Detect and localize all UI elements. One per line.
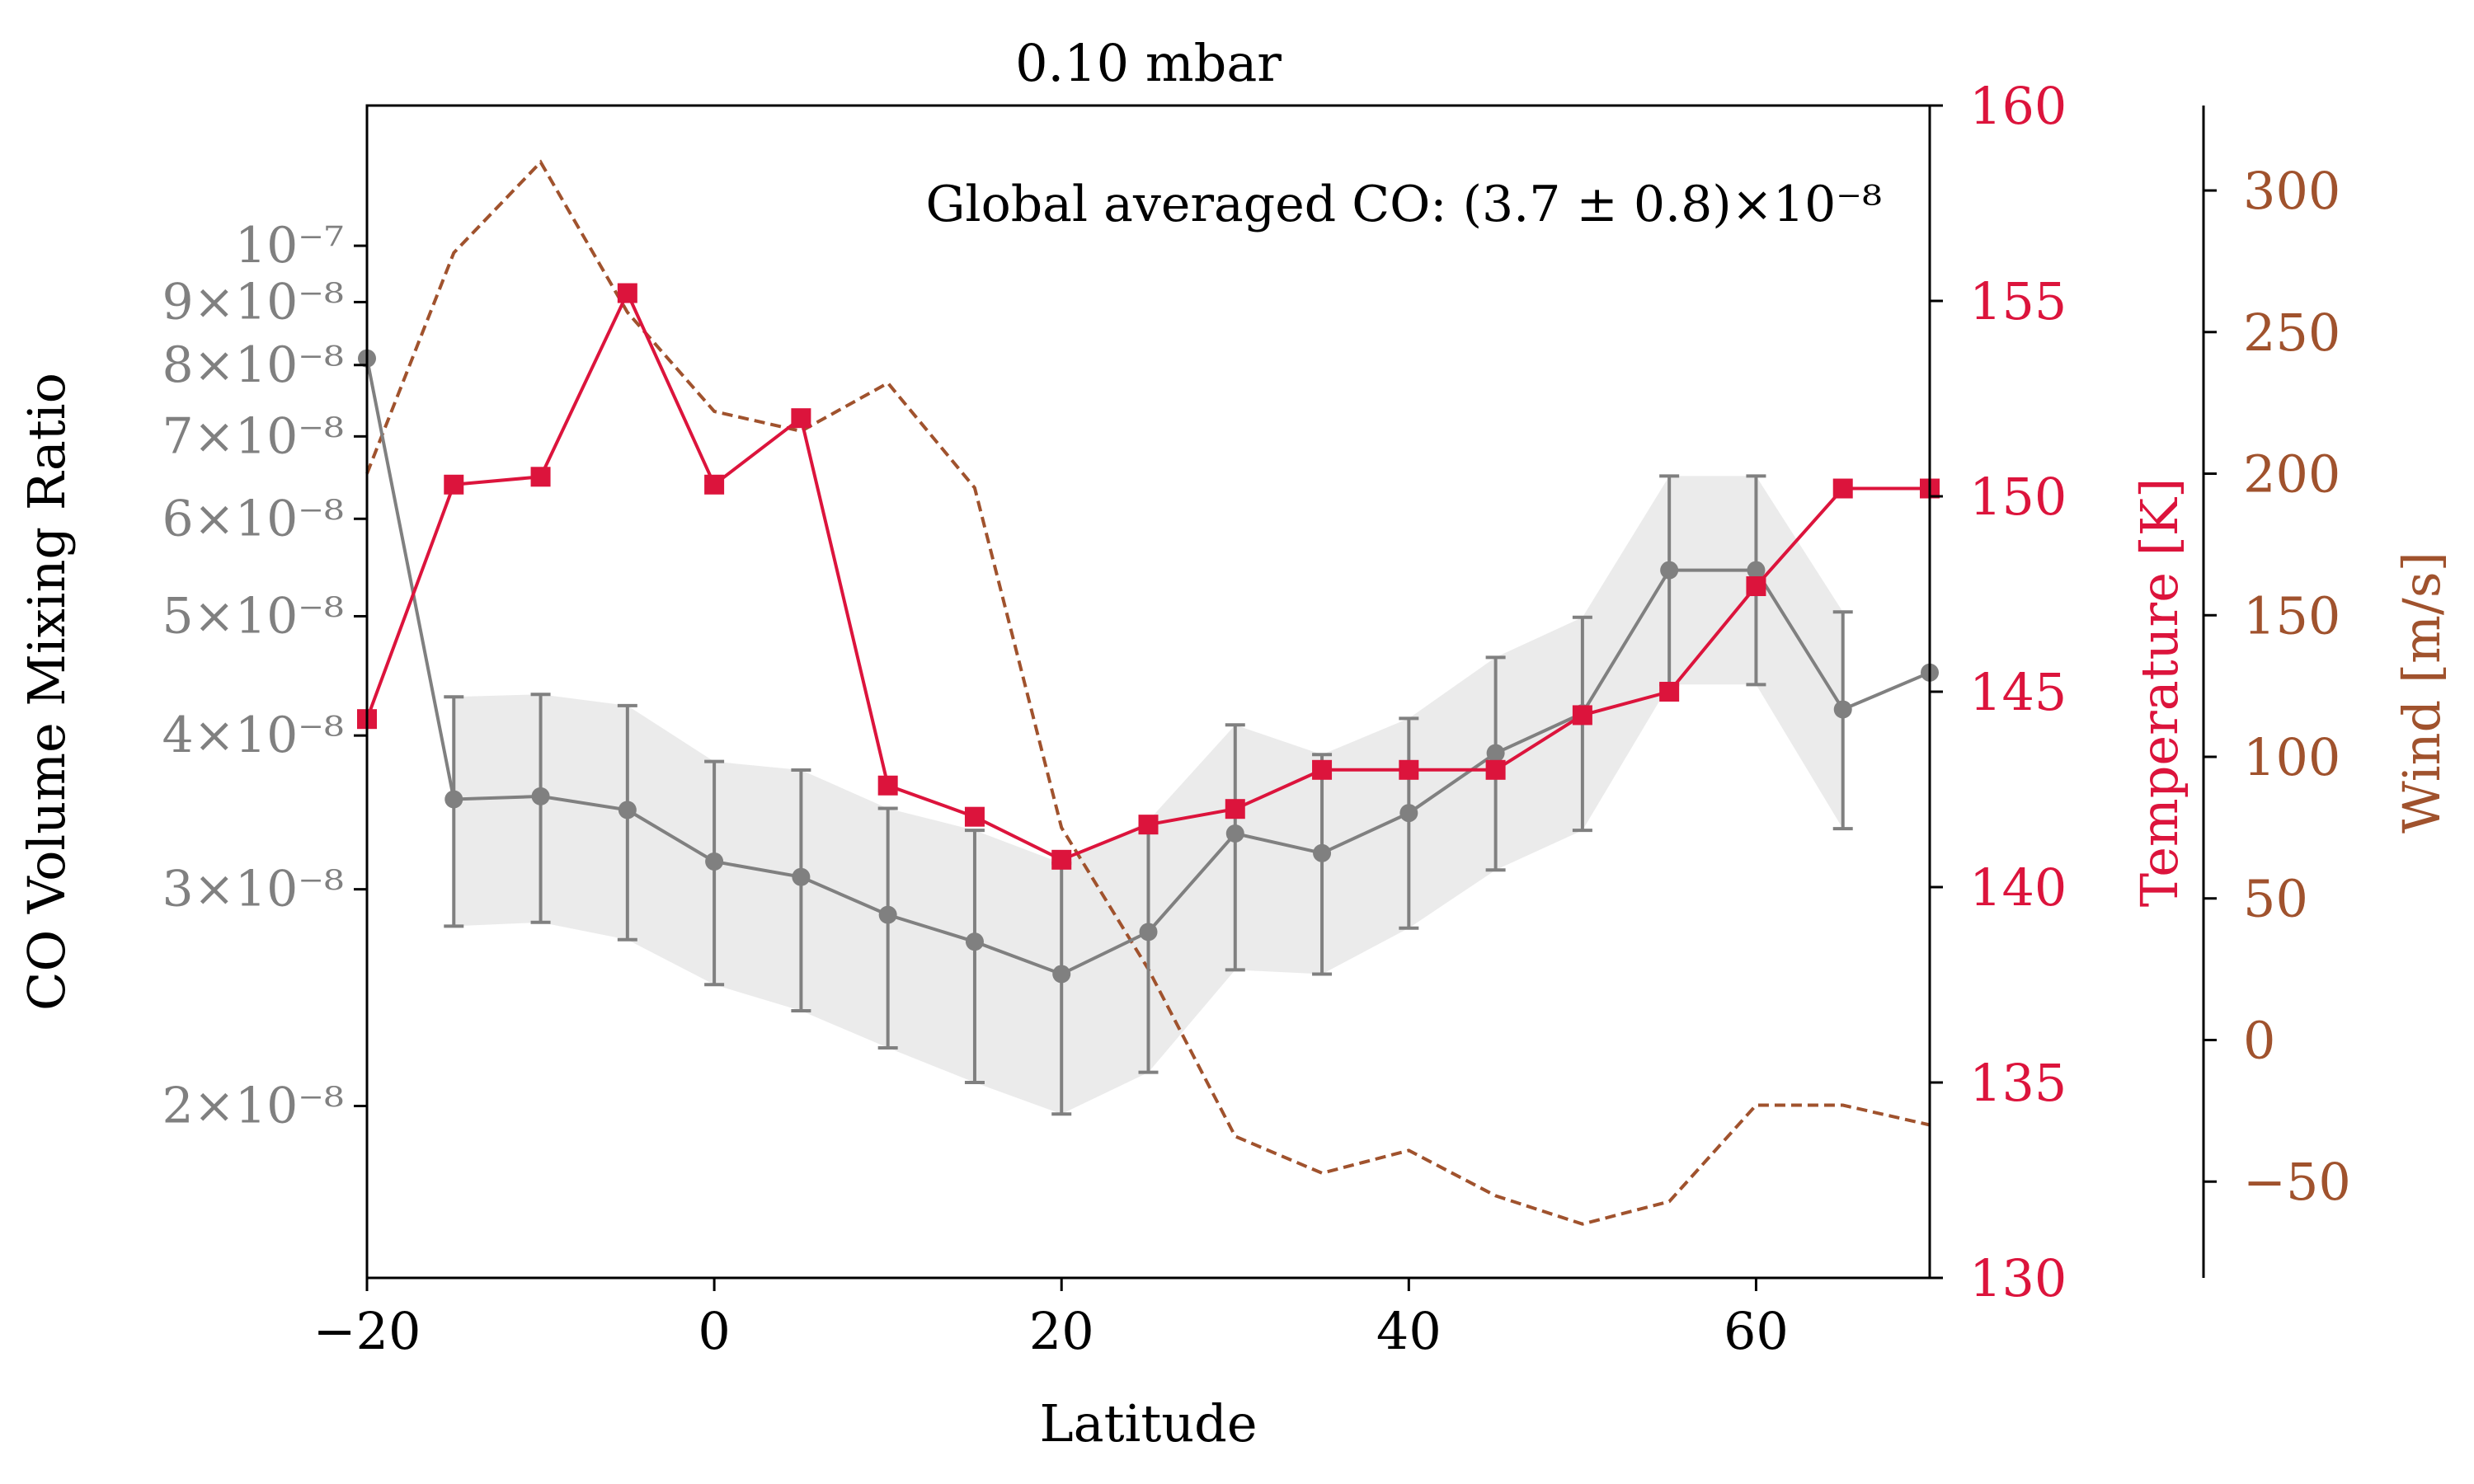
temperature-point <box>964 806 985 827</box>
temperature-point <box>530 467 551 487</box>
co-point <box>965 932 984 951</box>
co-point <box>705 852 724 871</box>
co-point <box>1747 561 1766 580</box>
chart-title: 0.10 mbar <box>1015 33 1282 93</box>
co-axis: 2×10⁻⁸ 3×10⁻⁸ 4×10⁻⁸ 5×10⁻⁸ 6×10⁻⁸ 7×10⁻⁸ 8×10… <box>162 217 367 1135</box>
temperature-point <box>617 283 637 303</box>
co-point <box>1486 744 1505 763</box>
temperature-series <box>357 283 1940 870</box>
temperature-tick-label: 155 <box>1969 271 2067 331</box>
wind-tick-label: 300 <box>2243 161 2340 221</box>
co-axis-label: CO Volume Mixing Ratio <box>16 373 77 1011</box>
co-point <box>531 787 550 805</box>
temperature-point <box>1312 759 1333 780</box>
co-tick-label: 7×10⁻⁸ <box>162 407 344 465</box>
x-tick-label: 40 <box>1376 1301 1442 1361</box>
wind-tick-label: 200 <box>2243 444 2340 505</box>
wind-tick-label: −50 <box>2243 1152 2351 1212</box>
temperature-point <box>791 408 811 429</box>
temperature-point <box>877 775 898 796</box>
temperature-tick-label: 135 <box>1969 1053 2067 1113</box>
co-point <box>1313 843 1332 862</box>
x-tick-label: 20 <box>1029 1301 1094 1361</box>
co-point <box>1052 965 1071 984</box>
co-point <box>1660 561 1679 580</box>
temperature-tick-label: 145 <box>1969 662 2067 722</box>
temperature-point <box>1225 799 1245 819</box>
temperature-point <box>704 474 725 495</box>
temperature-point <box>1399 759 1419 780</box>
x-tick-label: −20 <box>313 1301 421 1361</box>
temperature-point <box>1746 576 1766 597</box>
x-tick-label: 0 <box>698 1301 730 1361</box>
co-tick-label: 6×10⁻⁸ <box>162 490 344 547</box>
x-tick-label: 60 <box>1724 1301 1789 1361</box>
wind-tick-label: 0 <box>2243 1010 2275 1070</box>
co-tick-label: 5×10⁻⁸ <box>162 587 344 645</box>
temperature-point <box>1832 478 1853 499</box>
temperature-tick-label: 130 <box>1969 1248 2067 1308</box>
wind-tick-label: 250 <box>2243 303 2340 363</box>
temperature-tick-label: 140 <box>1969 857 2067 918</box>
co-point <box>1399 804 1418 823</box>
co-point <box>792 867 811 886</box>
wind-axis: −50 0 50 100 150 200 250 300 <box>2202 106 2351 1278</box>
wind-tick-label: 50 <box>2243 869 2308 929</box>
temperature-point <box>1138 815 1159 835</box>
co-point <box>1139 923 1158 942</box>
co-point <box>1225 824 1244 843</box>
temperature-point <box>1572 705 1592 726</box>
co-series <box>358 349 1939 1116</box>
temperature-point <box>1051 849 1072 870</box>
temperature-axis: 130 135 140 145 150 155 160 <box>1930 76 2067 1308</box>
co-point <box>1833 700 1852 719</box>
co-point <box>444 790 463 809</box>
wind-tick-label: 150 <box>2243 585 2340 646</box>
co-tick-label: 10⁻⁷ <box>235 217 344 275</box>
co-tick-label: 9×10⁻⁸ <box>162 273 344 331</box>
x-axis: −20 0 20 40 60 <box>313 1278 1789 1361</box>
x-axis-label: Latitude <box>1039 1393 1257 1453</box>
co-tick-label: 3×10⁻⁸ <box>162 861 344 918</box>
temperature-tick-label: 160 <box>1969 76 2067 136</box>
temperature-point <box>1659 682 1680 702</box>
co-point <box>878 905 897 924</box>
co-tick-label: 2×10⁻⁸ <box>162 1078 344 1135</box>
co-tick-label: 4×10⁻⁸ <box>162 707 344 764</box>
co-point <box>618 801 637 819</box>
global-average-annotation: Global averaged CO: (3.7 ± 0.8)×10⁻⁸ <box>925 176 1882 233</box>
wind-axis-label: Wind [m/s] <box>2392 552 2452 834</box>
wind-tick-label: 100 <box>2243 727 2340 787</box>
co-tick-label: 8×10⁻⁸ <box>162 336 344 394</box>
temperature-point <box>444 474 464 495</box>
temperature-tick-label: 150 <box>1969 467 2067 527</box>
temperature-point <box>1485 759 1506 780</box>
temperature-axis-label: Temperature [K] <box>2129 478 2189 908</box>
